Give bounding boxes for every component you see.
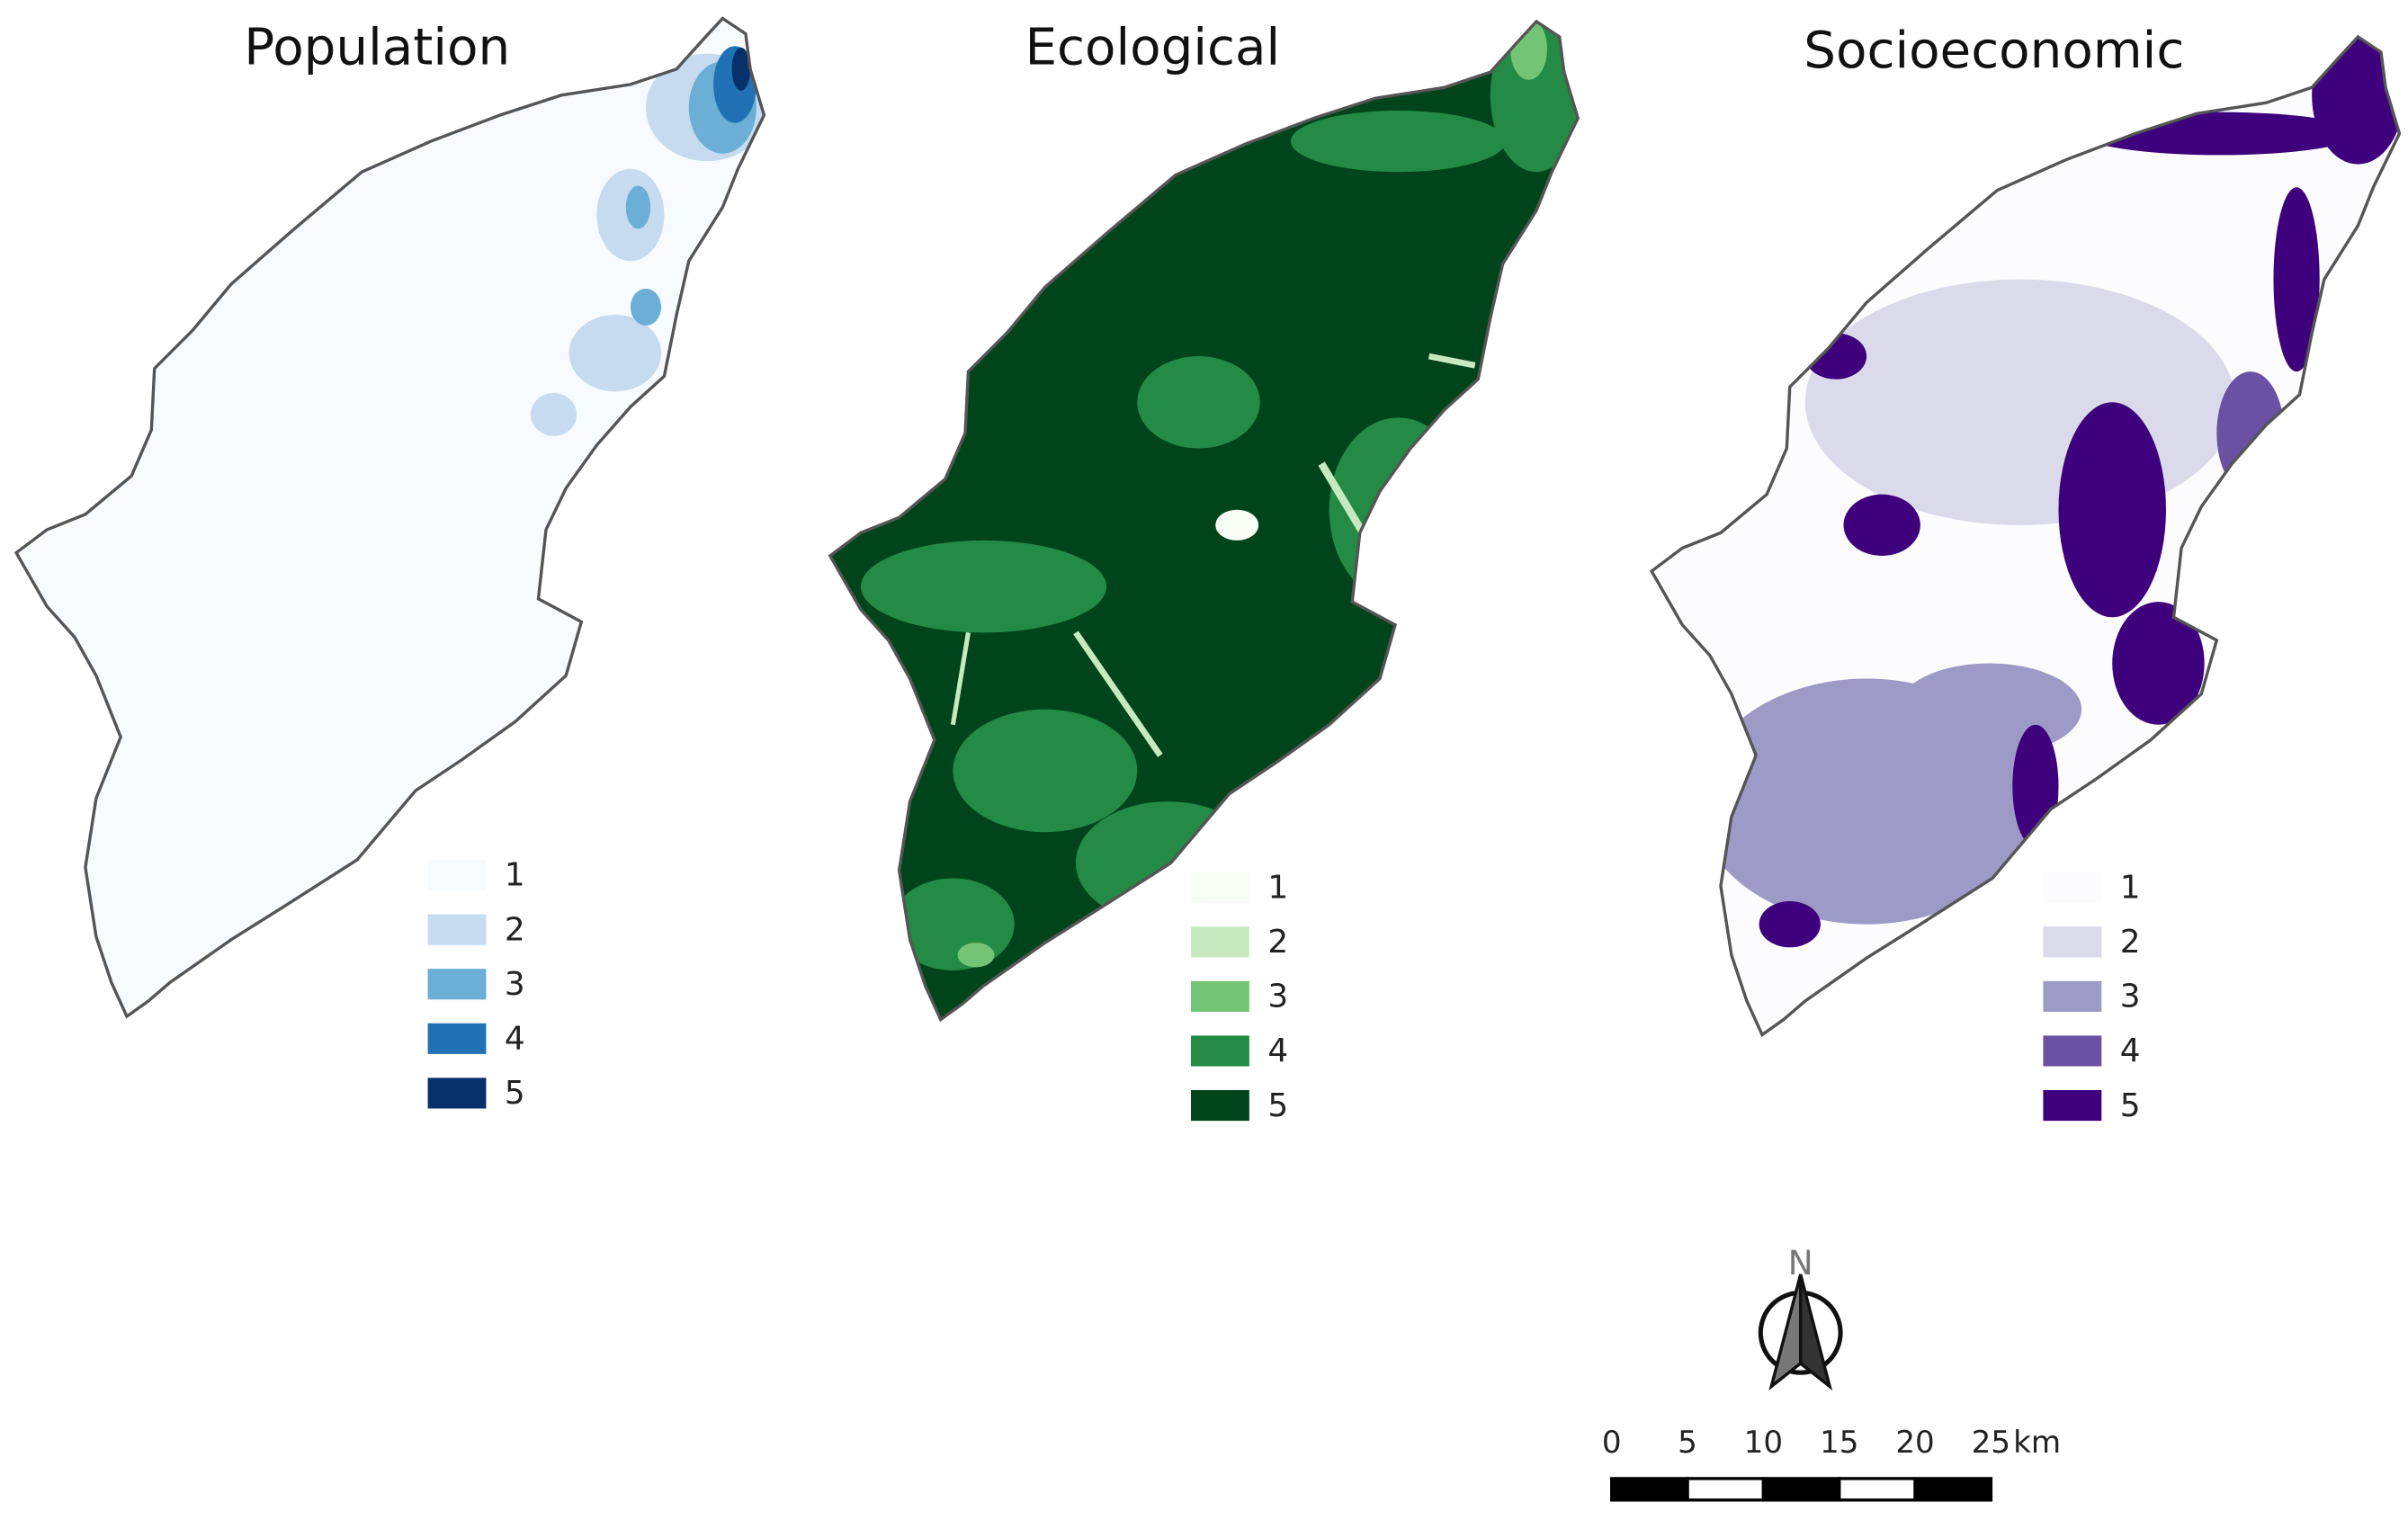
population-map bbox=[14, 16, 766, 1018]
island bbox=[829, 21, 1579, 1020]
legend-label: 1 bbox=[1267, 869, 1288, 906]
legend-swatch bbox=[1190, 1090, 1249, 1122]
scale-bar-label: 5 bbox=[1678, 1425, 1697, 1461]
scale-bar-unit: km bbox=[2013, 1425, 2061, 1461]
legend-swatch bbox=[2043, 980, 2102, 1012]
legend-swatch bbox=[2043, 926, 2102, 958]
legend-swatch bbox=[2043, 1035, 2102, 1067]
scale-bar-label: 10 bbox=[1744, 1425, 1783, 1461]
legend-swatch bbox=[2043, 872, 2102, 903]
patches bbox=[530, 46, 765, 436]
legend-label: 5 bbox=[1267, 1087, 1288, 1124]
scale-bar-segment bbox=[1913, 1477, 1993, 1502]
legend-label: 5 bbox=[505, 1075, 525, 1112]
scale-bar-label: 20 bbox=[1895, 1425, 1934, 1461]
legend-swatch bbox=[427, 914, 487, 945]
legend-swatch bbox=[2043, 1090, 2102, 1122]
scale-bar-segment bbox=[1686, 1477, 1766, 1502]
legend-swatch bbox=[1190, 872, 1249, 903]
legend-label: 4 bbox=[505, 1021, 525, 1058]
patches bbox=[1697, 36, 2400, 948]
legend-label: 5 bbox=[2120, 1087, 2141, 1124]
socioeconomic-map bbox=[1650, 35, 2402, 1037]
legend-label: 1 bbox=[505, 857, 525, 894]
legend-swatch bbox=[427, 859, 487, 891]
scale-bar-segment bbox=[1761, 1477, 1841, 1502]
legend-swatch bbox=[1190, 1035, 1249, 1067]
map-title: Ecological bbox=[1025, 19, 1280, 77]
legend-swatch bbox=[427, 1077, 487, 1109]
ecological-map bbox=[828, 20, 1580, 1022]
legend-label: 3 bbox=[1267, 979, 1288, 1015]
legend-label: 2 bbox=[505, 911, 525, 948]
scale-bar-label: 25 bbox=[1972, 1425, 2010, 1461]
legend-swatch bbox=[427, 1023, 487, 1054]
legend-label: 3 bbox=[2120, 979, 2141, 1015]
legend-label: 2 bbox=[2120, 924, 2141, 961]
legend-label: 2 bbox=[1267, 924, 1288, 961]
legend-swatch bbox=[1190, 926, 1249, 958]
map-title: Population bbox=[244, 19, 510, 77]
map-title: Socioeconomic bbox=[1804, 22, 2184, 80]
scale-bar-label: 0 bbox=[1602, 1425, 1622, 1461]
legend-label: 1 bbox=[2120, 869, 2141, 906]
legend-swatch bbox=[1190, 980, 1249, 1012]
legend-swatch bbox=[427, 969, 487, 1000]
scale-bar-segment bbox=[1610, 1477, 1689, 1502]
scale-bar-segment bbox=[1838, 1477, 1917, 1502]
scale-bar-label: 15 bbox=[1820, 1425, 1858, 1461]
island bbox=[16, 18, 765, 1017]
north-label: N bbox=[1788, 1243, 1813, 1283]
legend-label: 3 bbox=[505, 966, 525, 1003]
legend-label: 4 bbox=[1267, 1033, 1288, 1069]
legend-label: 4 bbox=[2120, 1033, 2141, 1069]
north-arrow: N bbox=[1758, 1243, 1843, 1390]
